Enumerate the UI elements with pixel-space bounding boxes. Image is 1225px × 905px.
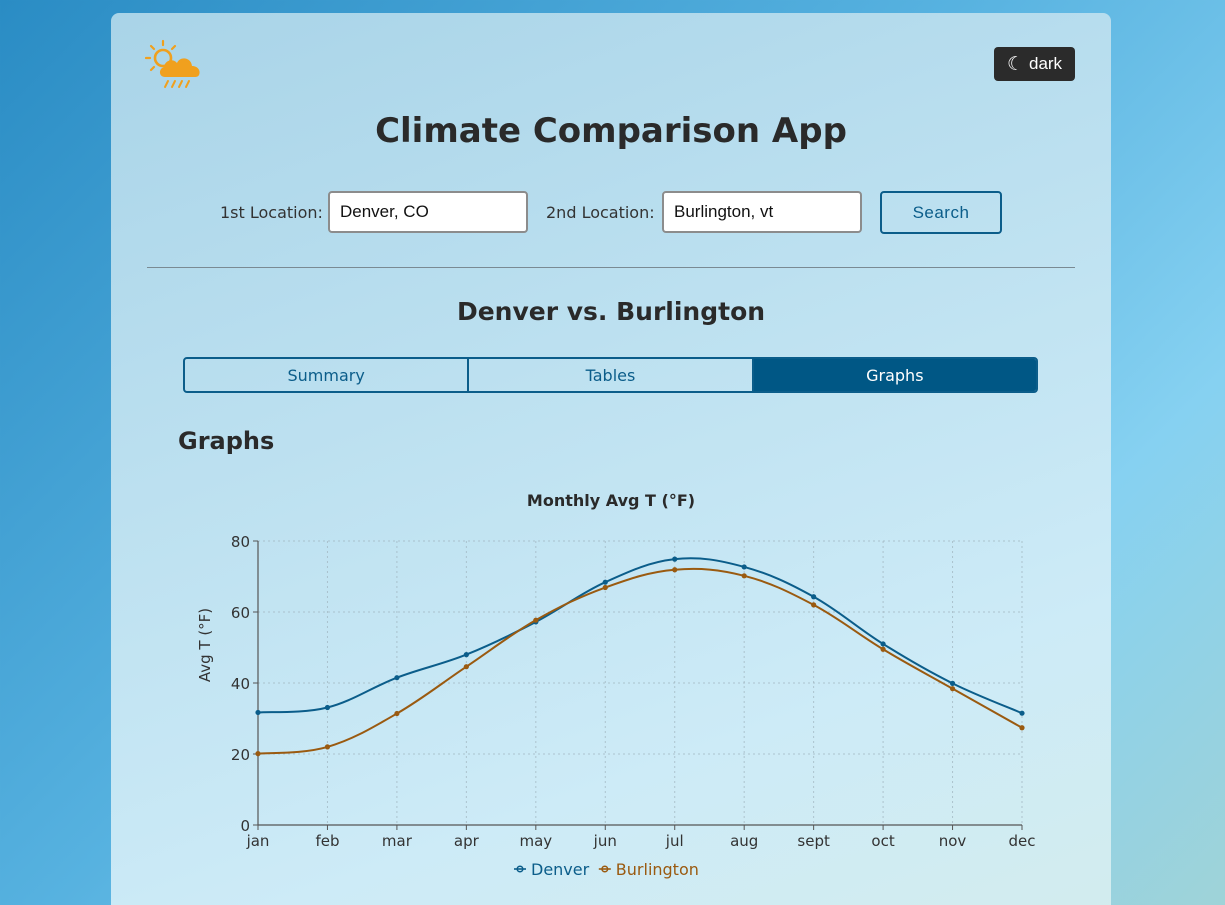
app-card: ☾ dark Climate Comparison App 1st Locati… bbox=[111, 13, 1111, 905]
legend-marker-burlington bbox=[601, 865, 609, 873]
search-button[interactable]: Search bbox=[880, 191, 1002, 234]
x-tick-label: may bbox=[519, 832, 552, 850]
data-point-burlington bbox=[533, 617, 539, 623]
data-point-denver bbox=[463, 652, 469, 658]
chart-title: Monthly Avg T (°F) bbox=[527, 491, 695, 510]
data-point-denver bbox=[602, 579, 608, 585]
x-tick-label: feb bbox=[315, 832, 339, 850]
app-title: Climate Comparison App bbox=[375, 111, 847, 151]
chart-grid bbox=[257, 540, 1023, 826]
location2-label: 2nd Location: bbox=[546, 203, 655, 222]
x-tick-label: nov bbox=[939, 832, 967, 850]
tab-tables[interactable]: Tables bbox=[467, 359, 751, 391]
location2-input[interactable] bbox=[662, 191, 862, 233]
data-point-denver bbox=[811, 594, 817, 600]
temperature-chart: Monthly Avg T (°F) Avg T (°F) 0 20 40 60 80 j… bbox=[196, 491, 1036, 879]
dark-mode-label: dark bbox=[1028, 54, 1063, 73]
data-point-denver bbox=[880, 641, 886, 647]
x-tick-label: jul bbox=[665, 832, 684, 850]
x-tick-label: jun bbox=[593, 832, 617, 850]
x-tick-label: sept bbox=[797, 832, 830, 850]
search-form: 1st Location: 2nd Location: Search bbox=[111, 191, 1111, 235]
data-point-denver bbox=[324, 704, 331, 711]
data-point-denver bbox=[741, 564, 747, 570]
x-tick-label: jan bbox=[246, 832, 270, 850]
data-point-burlington bbox=[394, 710, 400, 717]
y-tick-label: 60 bbox=[231, 604, 250, 622]
data-point-burlington bbox=[602, 584, 608, 591]
series-line-burlington bbox=[257, 567, 1023, 755]
x-tick-label: dec bbox=[1009, 832, 1036, 850]
x-tick-label: mar bbox=[382, 832, 413, 850]
data-point-denver bbox=[949, 680, 956, 686]
x-tick-label: aug bbox=[730, 832, 758, 850]
y-tick-label: 40 bbox=[231, 675, 250, 693]
chart-series bbox=[255, 556, 1025, 757]
data-point-burlington bbox=[811, 602, 817, 608]
chart-y-axis-label: Avg T (°F) bbox=[196, 608, 214, 682]
tab-graphs[interactable]: Graphs bbox=[751, 359, 1036, 391]
chart-ticks: 0 20 40 60 80 jan feb mar apr may jun jul aug sept oct… bbox=[231, 533, 1036, 850]
x-tick-label: oct bbox=[871, 832, 894, 850]
series-line-denver bbox=[257, 557, 1023, 715]
comparison-title: Denver vs. Burlington bbox=[456, 297, 766, 326]
tab-summary[interactable]: Summary bbox=[287, 365, 365, 385]
data-point-burlington bbox=[672, 567, 678, 573]
y-tick-label: 20 bbox=[231, 746, 250, 764]
dark-mode-toggle[interactable]: ☾ dark bbox=[994, 47, 1075, 81]
chart-legend[interactable]: Denver Burlington bbox=[514, 860, 699, 879]
data-point-burlington bbox=[1019, 725, 1025, 731]
location1-input[interactable] bbox=[328, 191, 528, 233]
data-point-burlington bbox=[463, 664, 469, 670]
data-point-burlington bbox=[949, 686, 956, 692]
y-tick-label: 0 bbox=[240, 817, 250, 835]
divider bbox=[147, 267, 1075, 268]
data-point-denver bbox=[1019, 710, 1025, 716]
view-tabs: Summary Tables Graphs bbox=[183, 357, 1038, 393]
legend-label-denver: Denver bbox=[531, 860, 590, 879]
location1-label: 1st Location: bbox=[220, 203, 323, 222]
data-point-burlington bbox=[255, 751, 261, 757]
y-tick-label: 80 bbox=[231, 533, 250, 551]
legend-marker-denver bbox=[516, 865, 524, 873]
data-point-burlington bbox=[741, 573, 747, 579]
legend-label-burlington: Burlington bbox=[616, 860, 699, 879]
data-point-denver bbox=[672, 556, 678, 562]
moon-icon: ☾ bbox=[1006, 53, 1024, 75]
data-point-burlington bbox=[324, 744, 331, 750]
data-point-denver bbox=[394, 675, 400, 681]
sun-cloud-rain-icon bbox=[144, 39, 205, 91]
x-tick-label: apr bbox=[454, 832, 480, 850]
data-point-denver bbox=[255, 709, 261, 716]
section-title: Graphs bbox=[178, 427, 275, 455]
data-point-burlington bbox=[880, 646, 886, 652]
